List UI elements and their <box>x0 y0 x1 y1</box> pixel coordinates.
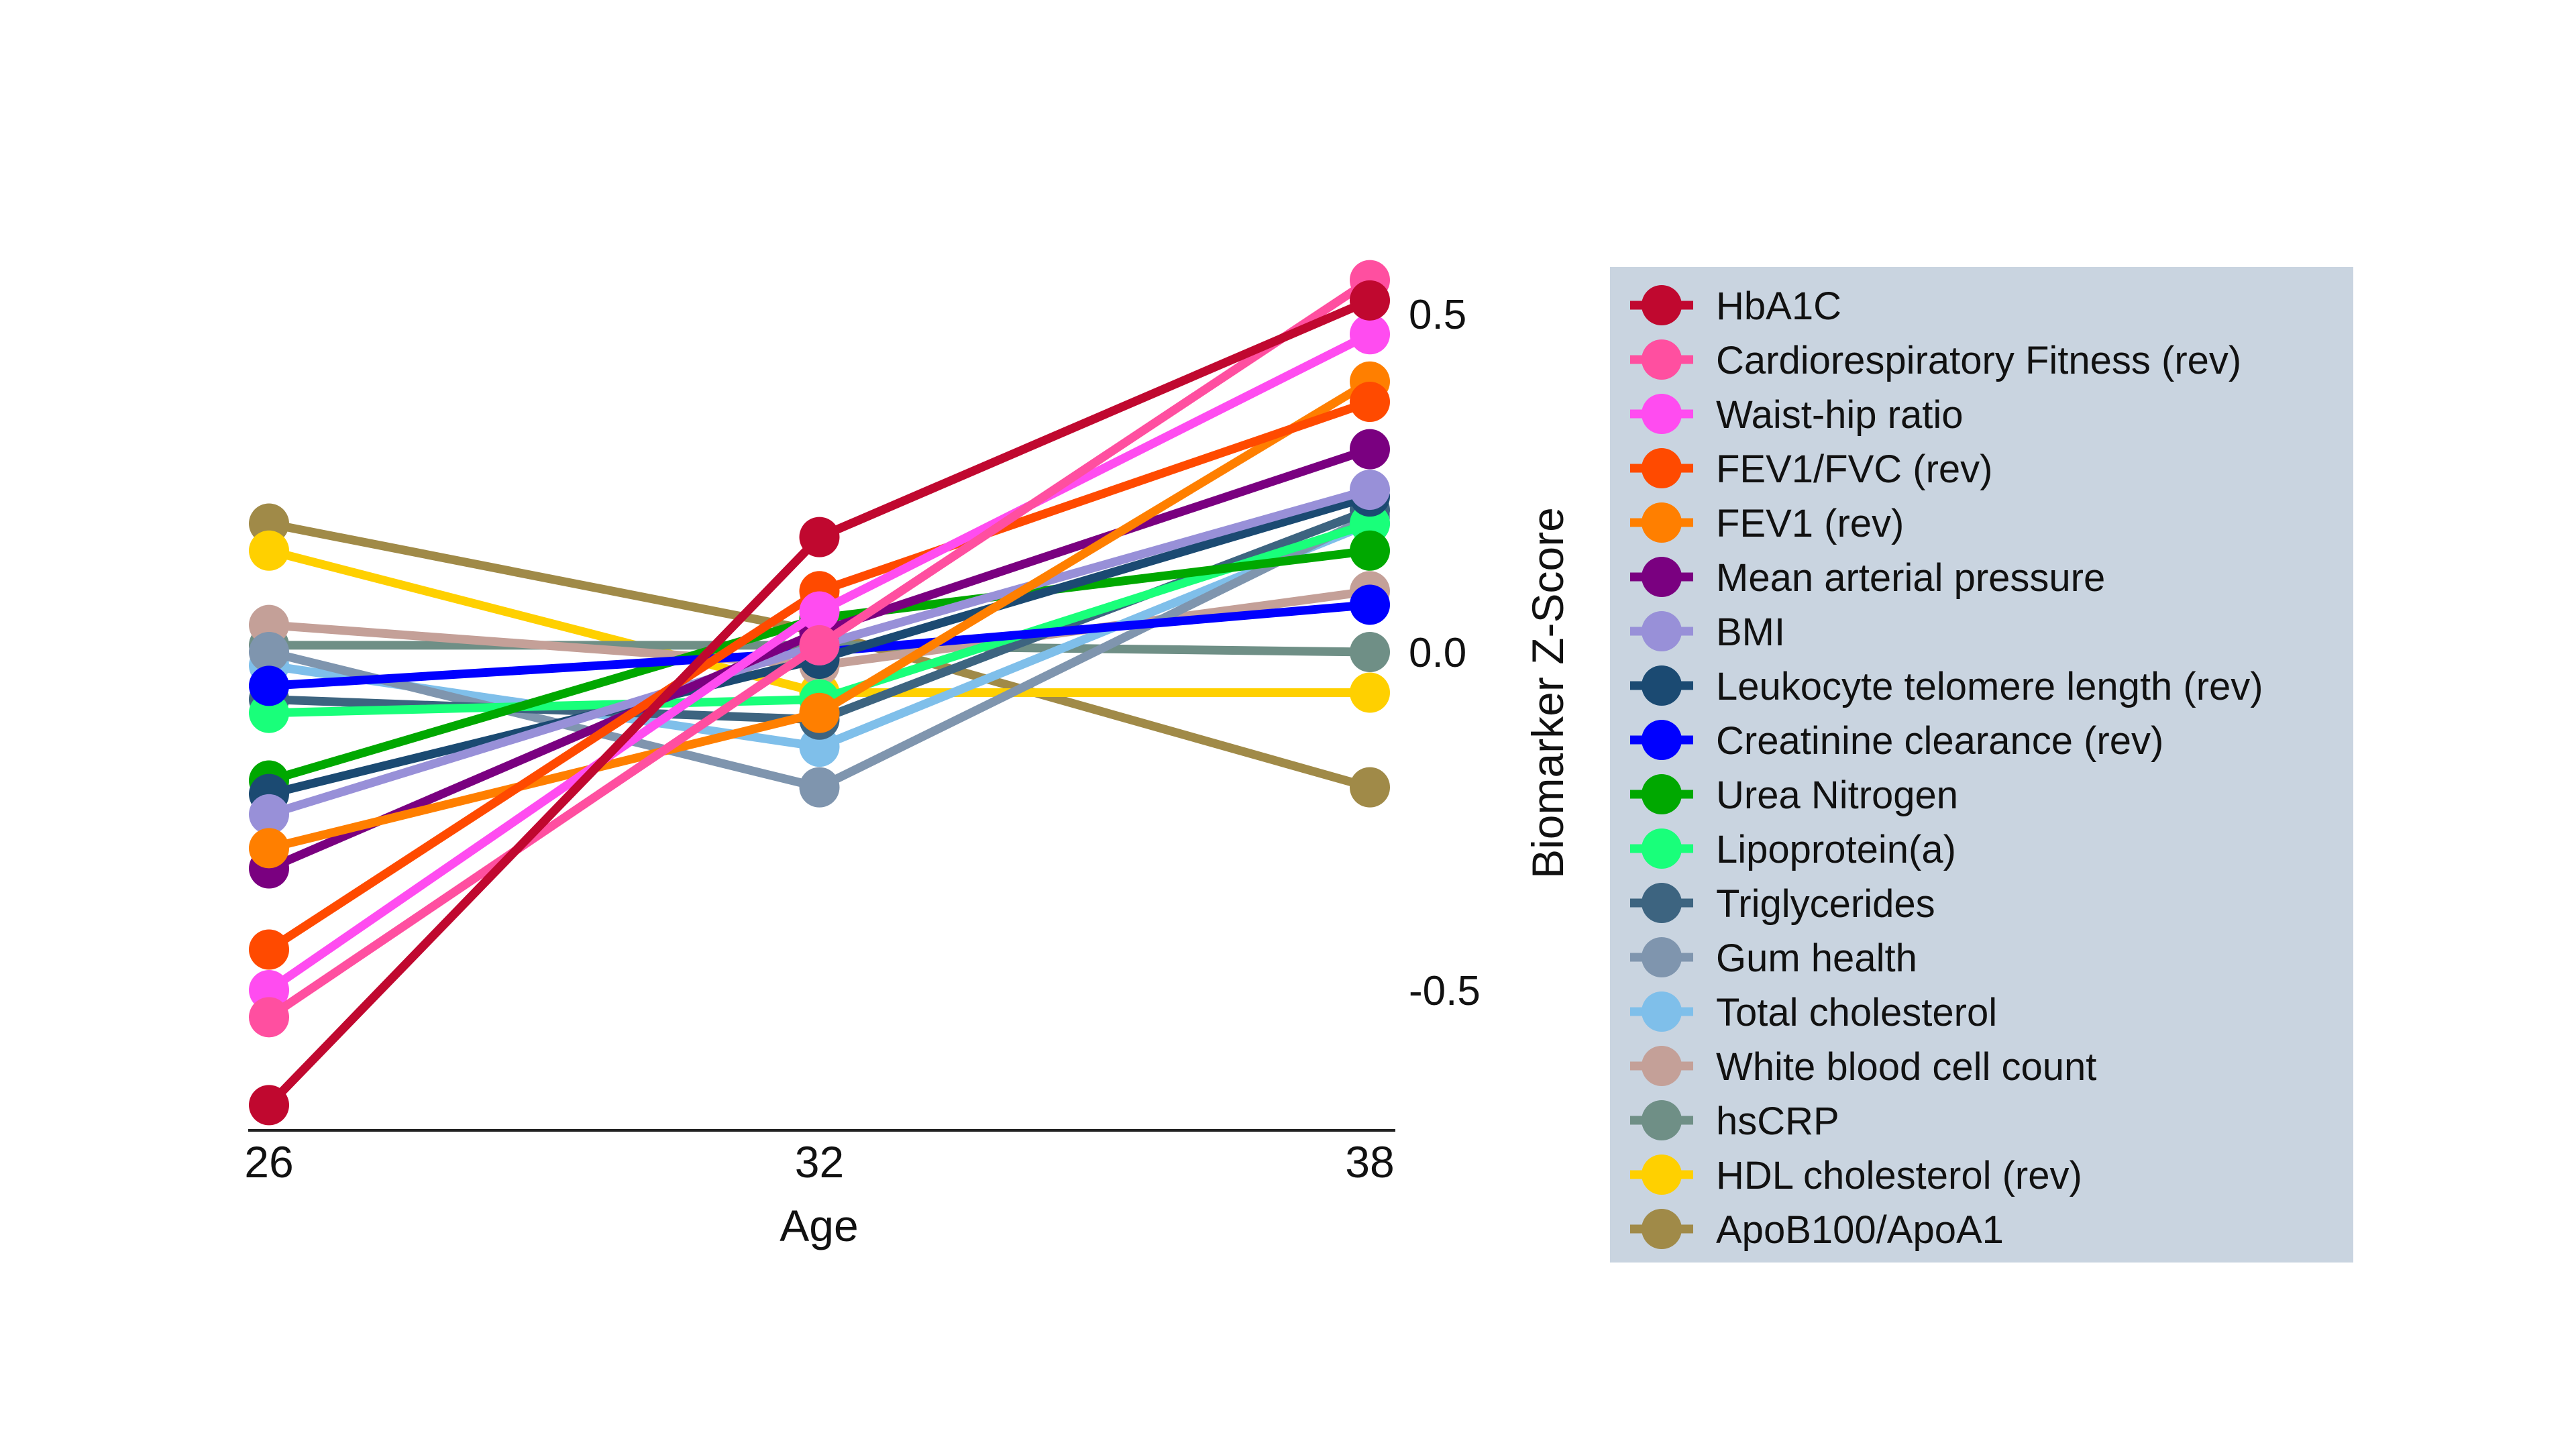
legend-label: Waist-hip ratio <box>1716 393 1964 437</box>
data-point <box>1350 632 1390 672</box>
legend-swatch-marker <box>1642 557 1682 597</box>
legend-item: FEV1 (rev) <box>1630 502 1904 545</box>
legend-item: BMI <box>1630 610 1785 654</box>
legend-item: Cardiorespiratory Fitness (rev) <box>1630 339 2241 382</box>
legend-item: Leukocyte telomere length (rev) <box>1630 665 2263 708</box>
data-point <box>1350 382 1390 423</box>
data-point <box>799 692 840 733</box>
y-tick-labels: 0.5 0.0 -0.5 <box>1409 292 1481 1014</box>
legend-label: Mean arterial pressure <box>1716 556 2105 600</box>
x-axis-label: Age <box>780 1201 858 1250</box>
x-tick-label: 32 <box>795 1137 844 1187</box>
x-tick-label: 38 <box>1345 1137 1394 1187</box>
legend-swatch-marker <box>1642 1046 1682 1086</box>
legend-swatch-marker <box>1642 339 1682 380</box>
legend-item: White blood cell count <box>1630 1045 2096 1089</box>
legend-swatch-marker <box>1642 774 1682 814</box>
legend-item: Total cholesterol <box>1630 991 1997 1034</box>
data-point <box>799 517 840 557</box>
legend-label: BMI <box>1716 610 1785 654</box>
legend-label: ApoB100/ApoA1 <box>1716 1208 2004 1252</box>
data-point <box>249 929 289 970</box>
legend-swatch-marker <box>1642 611 1682 651</box>
legend-label: Gum health <box>1716 936 1917 980</box>
data-point <box>249 794 289 835</box>
legend-item: Mean arterial pressure <box>1630 556 2105 600</box>
legend-label: Total cholesterol <box>1716 991 1997 1034</box>
legend-swatch-marker <box>1642 883 1682 923</box>
data-point <box>1350 429 1390 470</box>
data-point <box>1350 530 1390 571</box>
data-point <box>1350 767 1390 808</box>
legend-item: FEV1/FVC (rev) <box>1630 447 1993 491</box>
legend-label: White blood cell count <box>1716 1045 2096 1089</box>
legend-swatch-marker <box>1642 828 1682 869</box>
legend-label: FEV1 (rev) <box>1716 502 1904 545</box>
data-point <box>249 828 289 869</box>
y-tick-label: -0.5 <box>1409 968 1481 1014</box>
series-0 <box>249 280 1390 1126</box>
legend-item: HDL cholesterol (rev) <box>1630 1154 2082 1197</box>
data-point <box>249 665 289 706</box>
y-tick-label: 0.5 <box>1409 292 1466 338</box>
data-point <box>1350 672 1390 713</box>
legend-label: Urea Nitrogen <box>1716 773 1958 817</box>
legend-label: Creatinine clearance (rev) <box>1716 719 2163 763</box>
series-1 <box>249 260 1390 1038</box>
legend-swatch-marker <box>1642 720 1682 760</box>
data-point <box>1350 470 1390 511</box>
data-point <box>1350 584 1390 625</box>
legend-item: Lipoprotein(a) <box>1630 828 1956 871</box>
legend-item: Triglycerides <box>1630 882 1935 926</box>
legend-swatch-marker <box>1642 448 1682 488</box>
y-tick-label: 0.0 <box>1409 630 1466 676</box>
legend-label: HDL cholesterol (rev) <box>1716 1154 2082 1197</box>
legend-item: Waist-hip ratio <box>1630 393 1964 437</box>
data-point <box>249 530 289 571</box>
legend-box <box>1610 267 2353 1263</box>
data-point <box>799 625 840 665</box>
legend-swatch-marker <box>1642 937 1682 977</box>
legend-label: hsCRP <box>1716 1099 1839 1143</box>
legend-item: hsCRP <box>1630 1099 1839 1143</box>
legend-label: HbA1C <box>1716 284 1841 328</box>
legend-item: ApoB100/ApoA1 <box>1630 1208 2004 1252</box>
legend-swatch-marker <box>1642 394 1682 434</box>
legend-label: Leukocyte telomere length (rev) <box>1716 665 2263 708</box>
legend-label: Cardiorespiratory Fitness (rev) <box>1716 339 2241 382</box>
legend-item: Creatinine clearance (rev) <box>1630 719 2163 763</box>
y-axis-label: Biomarker Z-Score <box>1523 507 1572 879</box>
legend-swatch-marker <box>1642 665 1682 706</box>
legend: HbA1C Cardiorespiratory Fitness (rev) Wais… <box>1630 284 2263 1252</box>
data-point <box>249 632 289 672</box>
x-tick-label: 26 <box>244 1137 293 1187</box>
legend-swatch-marker <box>1642 1155 1682 1195</box>
data-point <box>1350 280 1390 321</box>
legend-label: Triglycerides <box>1716 882 1935 926</box>
data-point <box>249 1085 289 1126</box>
legend-swatch-marker <box>1642 1100 1682 1140</box>
legend-swatch-marker <box>1642 1209 1682 1249</box>
legend-item: Gum health <box>1630 936 1917 980</box>
legend-label: Lipoprotein(a) <box>1716 828 1956 871</box>
data-point <box>1350 314 1390 355</box>
legend-swatch-marker <box>1642 502 1682 543</box>
data-point <box>799 767 840 808</box>
x-tick-labels: 26 32 38 <box>244 1137 1394 1187</box>
legend-swatch-marker <box>1642 991 1682 1032</box>
legend-label: FEV1/FVC (rev) <box>1716 447 1993 491</box>
data-point <box>799 591 840 632</box>
legend-item: HbA1C <box>1630 284 1841 328</box>
data-point <box>249 997 289 1038</box>
legend-swatch-marker <box>1642 285 1682 325</box>
series-lines <box>249 260 1390 1126</box>
legend-item: Urea Nitrogen <box>1630 773 1958 817</box>
